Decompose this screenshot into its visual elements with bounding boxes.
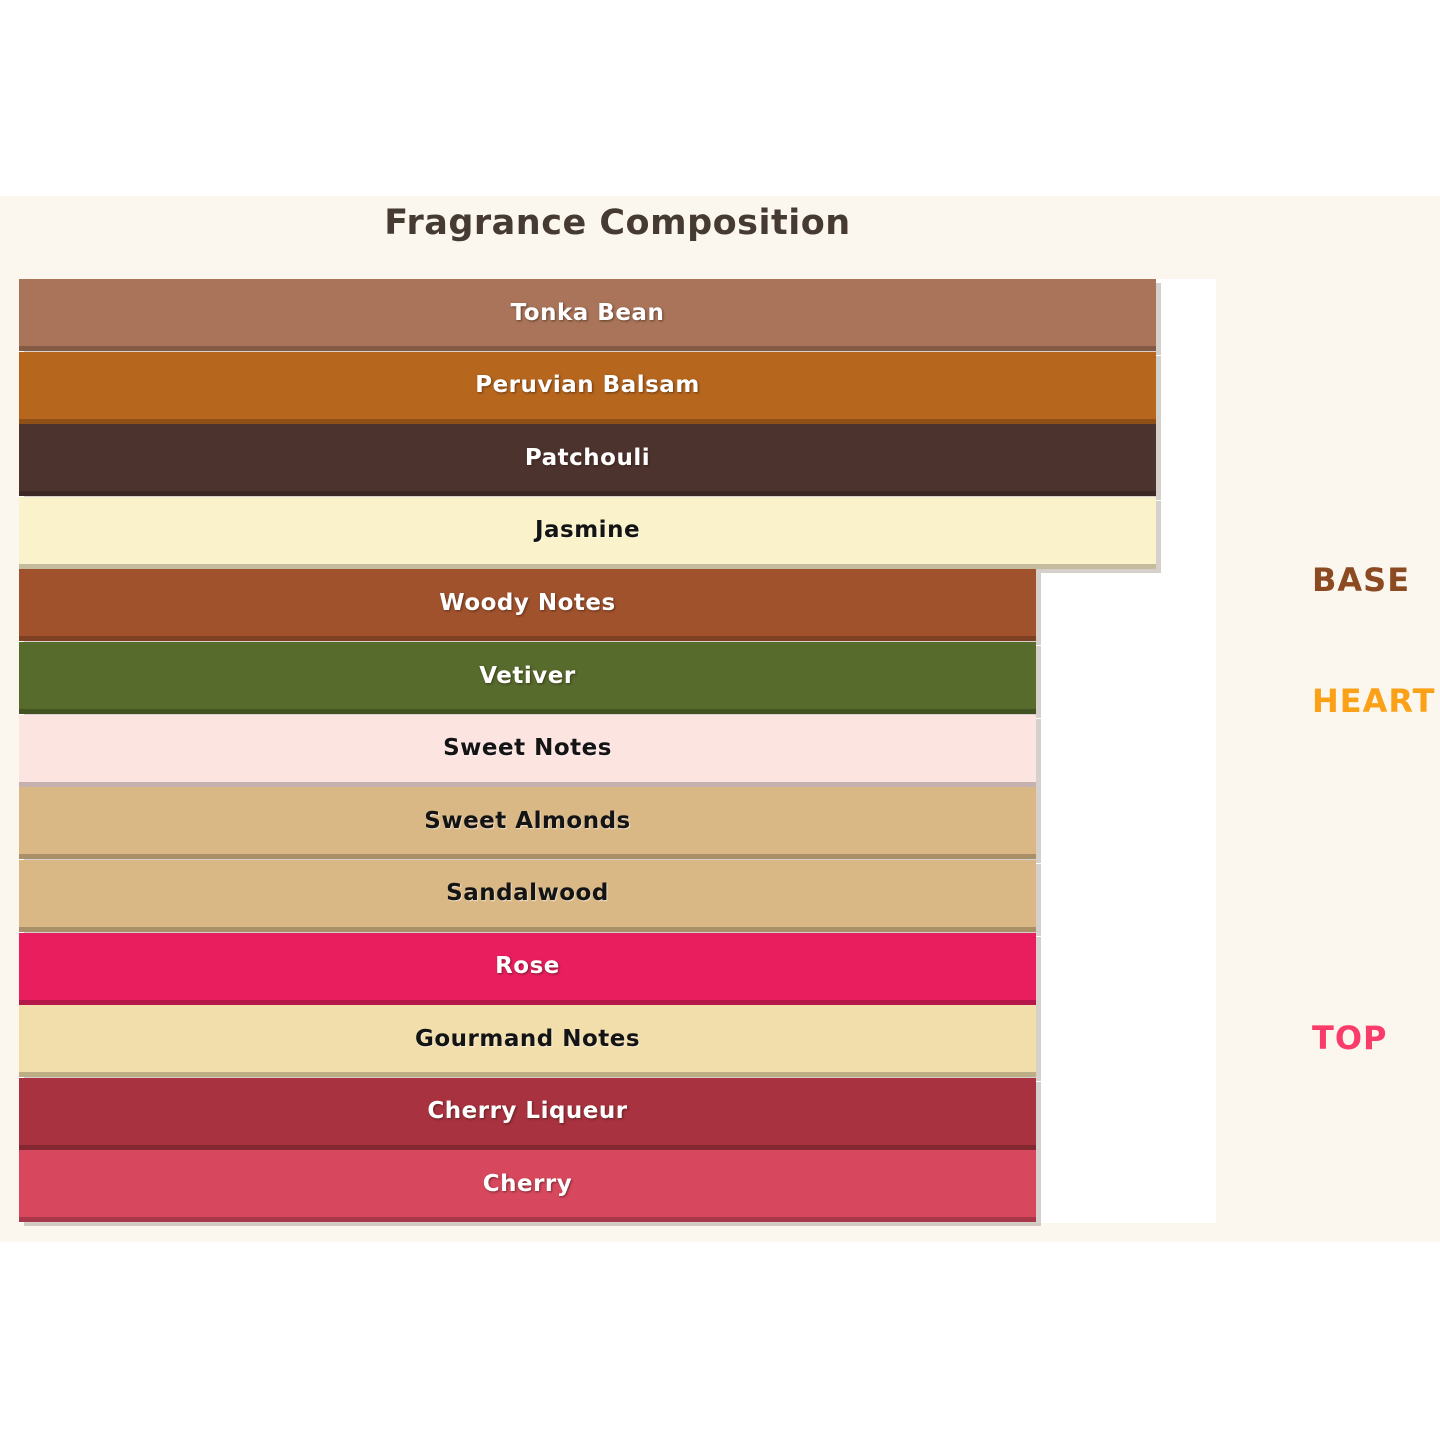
bar-jasmine: Jasmine	[19, 496, 1156, 569]
bar-bottom-edge	[19, 346, 1156, 351]
bar-label: Vetiver	[479, 662, 576, 689]
bar-bottom-edge	[19, 1072, 1036, 1078]
bar-fill: Vetiver	[19, 642, 1036, 710]
bar-fill: Cherry Liqueur	[19, 1077, 1036, 1145]
bar-fill: Woody Notes	[19, 569, 1036, 637]
bar-label: Sandalwood	[446, 880, 609, 907]
group-label-base: BASE	[1312, 561, 1411, 599]
bar-bottom-edge	[19, 636, 1036, 642]
bar-bottom-edge	[19, 418, 1156, 424]
bar-label: Patchouli	[524, 444, 651, 471]
bar-label: Tonka Bean	[510, 299, 665, 326]
bar-woody-notes: Woody Notes	[19, 569, 1036, 642]
bar-bottom-edge	[19, 1217, 1036, 1223]
plot-area: Tonka Bean Peruvian Balsam Patchouli Jasmin…	[19, 279, 1216, 1223]
bar-peruvian-balsam: Peruvian Balsam	[19, 351, 1156, 424]
bar-fill: Patchouli	[19, 424, 1156, 492]
bar-label: Peruvian Balsam	[475, 372, 700, 399]
bar-fill: Jasmine	[19, 496, 1156, 564]
bar-fill: Sweet Notes	[19, 714, 1036, 782]
chart-title: Fragrance Composition	[384, 203, 851, 243]
bar-gourmand-notes: Gourmand Notes	[19, 1005, 1036, 1078]
bar-fill: Sweet Almonds	[19, 787, 1036, 855]
bar-bottom-edge	[19, 709, 1036, 715]
bar-cherry: Cherry	[19, 1150, 1036, 1223]
bar-fill: Sandalwood	[19, 859, 1036, 927]
bar-bottom-edge	[19, 491, 1156, 497]
bar-fill: Tonka Bean	[19, 279, 1156, 346]
bar-cherry-liqueur: Cherry Liqueur	[19, 1077, 1036, 1150]
bar-label: Rose	[495, 953, 560, 980]
bar-fill: Cherry	[19, 1150, 1036, 1218]
bar-fill: Peruvian Balsam	[19, 351, 1156, 419]
bar-bottom-edge	[19, 926, 1036, 932]
bar-label: Woody Notes	[439, 589, 616, 616]
bar-label: Cherry Liqueur	[427, 1098, 628, 1125]
bar-bottom-edge	[19, 854, 1036, 860]
bar-bottom-edge	[19, 563, 1156, 569]
group-label-top: TOP	[1312, 1019, 1388, 1057]
bar-label: Cherry	[482, 1170, 573, 1197]
bar-label: Sweet Notes	[443, 735, 612, 762]
bar-sandalwood: Sandalwood	[19, 859, 1036, 932]
bar-bottom-edge	[19, 999, 1036, 1005]
bar-label: Jasmine	[534, 517, 641, 544]
bar-rose: Rose	[19, 932, 1036, 1005]
bar-label: Gourmand Notes	[414, 1025, 641, 1052]
group-label-heart: HEART	[1312, 682, 1436, 720]
bar-fill: Gourmand Notes	[19, 1005, 1036, 1073]
bar-label: Sweet Almonds	[424, 807, 631, 834]
bar-sweet-notes: Sweet Notes	[19, 714, 1036, 787]
bar-sweet-almonds: Sweet Almonds	[19, 787, 1036, 860]
bar-tonka-bean: Tonka Bean	[19, 279, 1156, 351]
bar-patchouli: Patchouli	[19, 424, 1156, 497]
bar-vetiver: Vetiver	[19, 642, 1036, 715]
bar-fill: Rose	[19, 932, 1036, 1000]
bar-bottom-edge	[19, 1144, 1036, 1150]
bar-bottom-edge	[19, 781, 1036, 787]
